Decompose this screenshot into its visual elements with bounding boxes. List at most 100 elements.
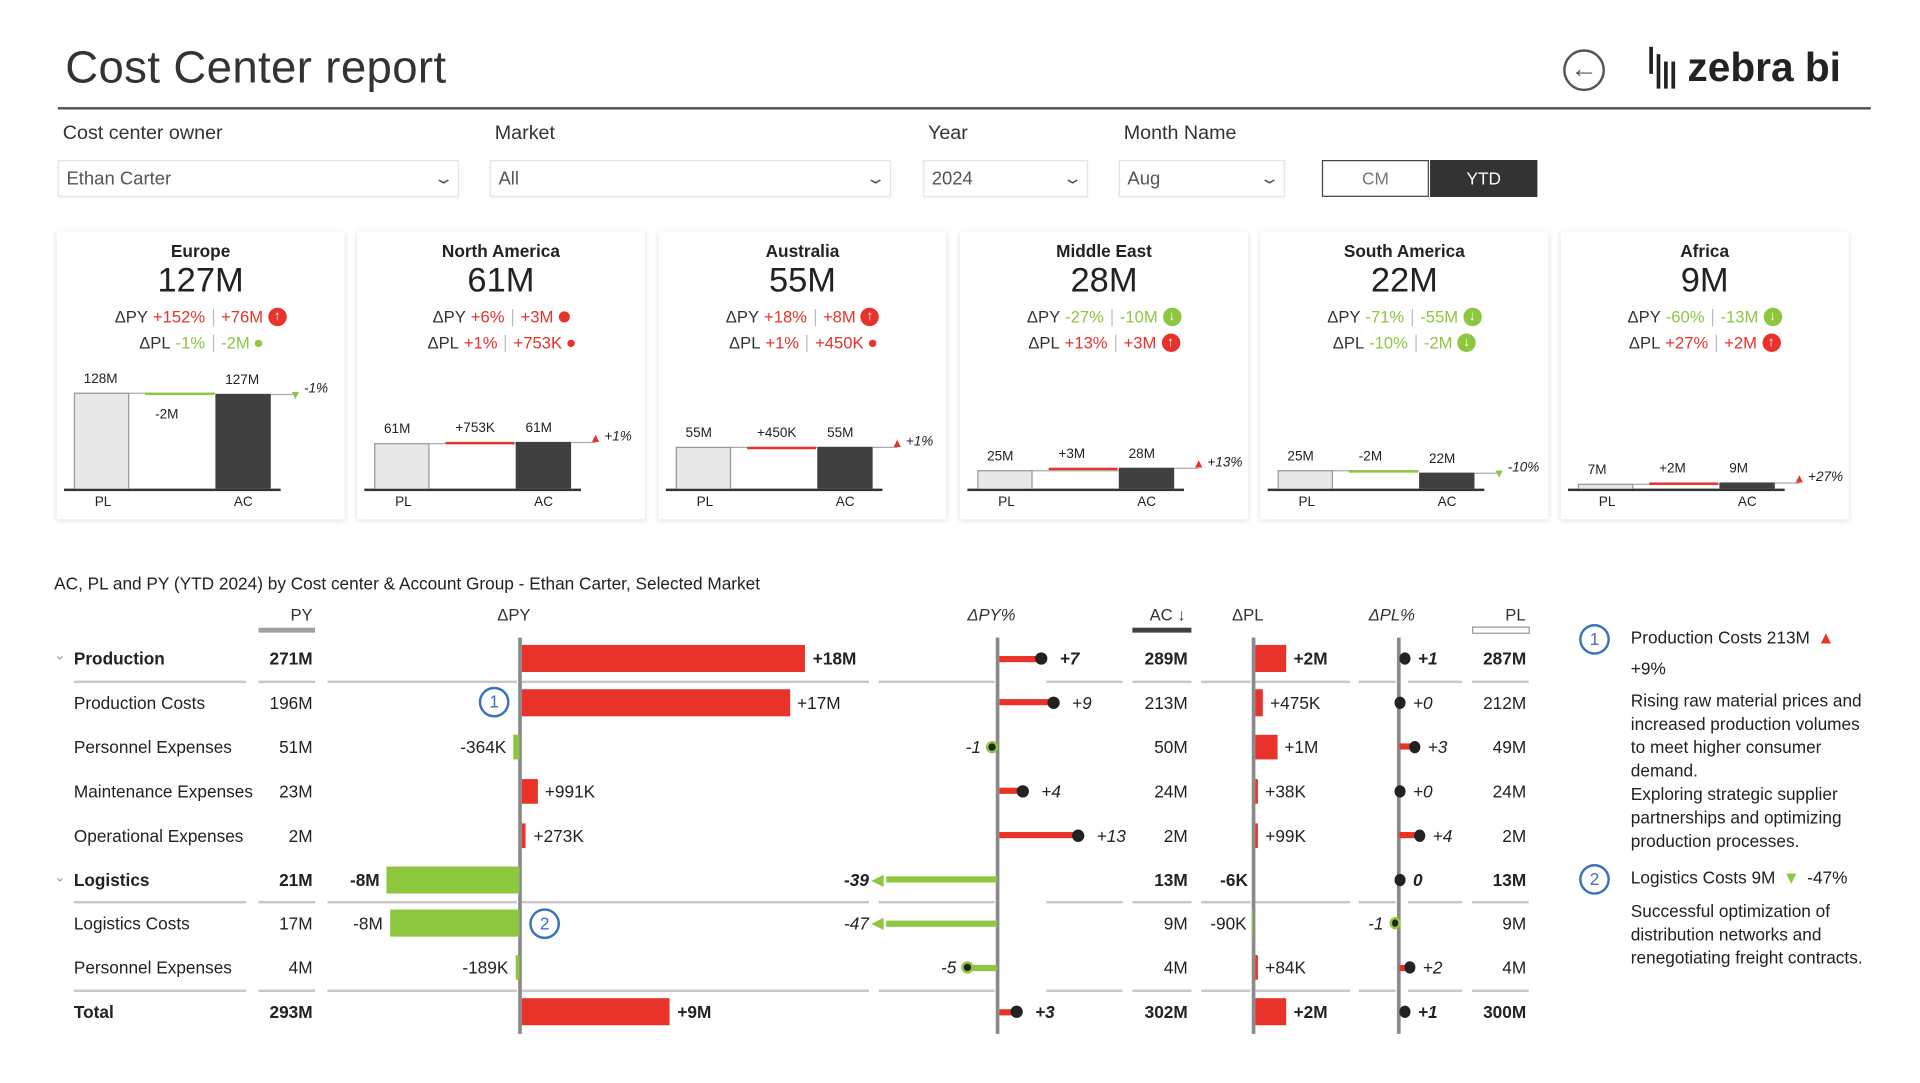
dpl-label: ΔPL (1629, 334, 1660, 352)
row-separator (1408, 901, 1462, 903)
dpy-label: +17M (797, 692, 841, 714)
year-value: 2024 (932, 168, 973, 189)
toggle-cm[interactable]: CM (1322, 160, 1429, 197)
py-legend-swatch (258, 628, 315, 633)
col-pl: PL (1505, 606, 1525, 624)
dpy-abs: -13M (1721, 308, 1759, 326)
dpl-pct-dot (1399, 652, 1410, 664)
row-separator (258, 681, 315, 683)
row-separator (1201, 681, 1250, 683)
row-separator (258, 990, 315, 992)
dpy-bar (522, 689, 790, 716)
pl-value: 287M (1483, 647, 1526, 669)
dpl-pct-label: +0 (1413, 692, 1433, 714)
triangle-down-icon: ▼ (1493, 467, 1505, 481)
dpy-pct-label: -47 (844, 913, 869, 935)
dpy-label: ΔPY (726, 308, 759, 326)
dot-icon (869, 339, 876, 346)
comment-marker-1[interactable]: 1 (1579, 624, 1610, 655)
arrow-left-circle-icon[interactable]: ← (1563, 49, 1605, 91)
card-value: 28M (960, 261, 1248, 300)
row-separator (327, 990, 517, 992)
row-name: Operational Expenses (74, 824, 244, 846)
ac-bar (215, 393, 270, 488)
pl-value: 24M (1493, 780, 1527, 802)
py-value: 17M (279, 913, 313, 935)
market-dropdown[interactable]: All⌄ (490, 160, 891, 197)
ac-value: 50M (1154, 736, 1188, 758)
row-separator (1359, 990, 1396, 992)
dpl-bar (1255, 998, 1286, 1025)
delta-value-label: +2M (1659, 461, 1686, 476)
separator (1712, 308, 1713, 325)
pl-value: 9M (1502, 913, 1526, 935)
toggle-ytd[interactable]: YTD (1430, 160, 1537, 197)
month-dropdown[interactable]: Aug⌄ (1119, 160, 1285, 197)
dpy-abs: +76M (221, 308, 263, 326)
py-value: 51M (279, 736, 313, 758)
dpy-bar (522, 823, 526, 848)
dpl-bar (1255, 645, 1286, 672)
dpy-pct-dot (961, 962, 973, 974)
row-separator (1472, 990, 1529, 992)
py-value: 4M (289, 957, 313, 979)
dpl-pct-label: +1 (1418, 647, 1438, 669)
x-label-ac: AC (1738, 495, 1757, 510)
pl-value-label: 25M (1287, 449, 1313, 464)
year-dropdown[interactable]: 2024⌄ (923, 160, 1088, 197)
row-separator (258, 901, 315, 903)
card-region: Middle East (960, 241, 1248, 261)
ac-legend-swatch (1132, 628, 1191, 633)
ac-value: 213M (1145, 692, 1188, 714)
dpy-label: -8M (350, 868, 380, 890)
x-label-ac: AC (534, 495, 553, 510)
separator (512, 308, 513, 325)
dpy-bar (390, 910, 519, 937)
chevron-down-icon[interactable]: ⌄ (54, 866, 65, 888)
chevron-down-icon: ⌄ (865, 169, 886, 189)
card-region: Africa (1561, 241, 1849, 261)
delta-bar (747, 447, 816, 449)
col-ac[interactable]: AC ↓ (1150, 606, 1186, 624)
comment-marker-2[interactable]: 2 (529, 908, 560, 939)
owner-dropdown[interactable]: Ethan Carter⌄ (58, 160, 459, 197)
dpl-pct-dot (1394, 696, 1405, 708)
comment-marker-1[interactable]: 1 (479, 687, 510, 718)
row-name: Production (74, 647, 165, 669)
delta-value-label: -2M (155, 407, 178, 422)
dpy-bar (387, 866, 519, 893)
chevron-down-icon[interactable]: ⌄ (54, 645, 65, 667)
pct-value-label: -10% (1508, 460, 1540, 475)
delta-bar (1649, 482, 1718, 484)
triangle-up-icon: ▲ (1793, 472, 1805, 486)
col-dpl-pct: ΔPL% (1369, 606, 1415, 624)
pl-value-label: 7M (1588, 462, 1607, 477)
row-separator (522, 990, 869, 992)
dpy-pct-label: +9 (1072, 692, 1092, 714)
comment-body-2: Exploring strategic supplier partnership… (1631, 783, 1871, 853)
row-name: Personnel Expenses (74, 957, 232, 979)
triangle-up-icon: ▲ (891, 437, 903, 451)
dpy-label: ΔPY (1027, 308, 1060, 326)
dpy-bar (522, 645, 806, 672)
dpy-pct-label: +13 (1097, 824, 1126, 846)
row-separator (1255, 901, 1350, 903)
card-value: 9M (1561, 261, 1849, 300)
card-region: South America (1260, 241, 1548, 261)
dpy-label: -189K (462, 957, 508, 979)
pl-bar (977, 470, 1032, 489)
dpy-pct-label: +7 (1060, 647, 1080, 669)
pl-value: 49M (1493, 736, 1527, 758)
row-separator (74, 681, 246, 683)
dpy-pct: +152% (153, 308, 205, 326)
row-name: Logistics Costs (74, 913, 190, 935)
dpy-label: +273K (534, 824, 584, 846)
ac-bar (1719, 482, 1774, 489)
comment-marker-2[interactable]: 2 (1579, 864, 1610, 895)
